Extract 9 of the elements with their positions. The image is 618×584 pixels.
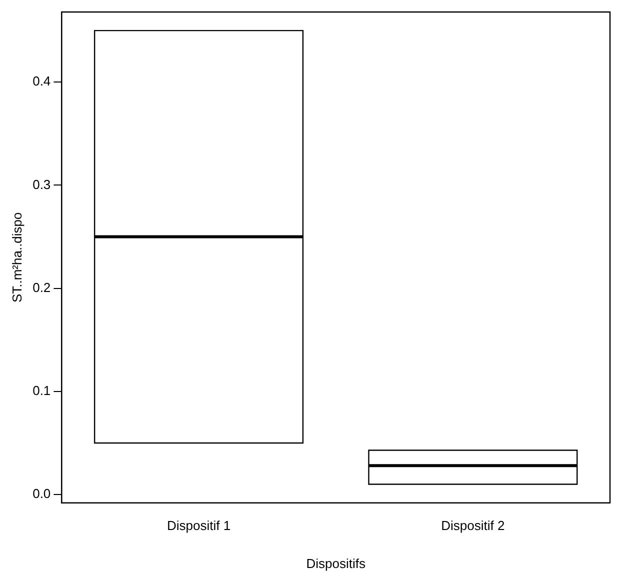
y-tick-label: 0.1 bbox=[32, 383, 51, 398]
y-tick-label: 0.0 bbox=[32, 486, 51, 502]
y-tick-label: 0.4 bbox=[32, 74, 51, 89]
y-tick-label: 0.3 bbox=[32, 176, 51, 192]
x-tick-label: Dispositif 2 bbox=[441, 518, 505, 534]
y-axis-title: ST..m²ha..dispo bbox=[9, 212, 24, 303]
x-axis-title: Dispositifs bbox=[306, 556, 366, 571]
x-tick-label: Dispositif 1 bbox=[166, 518, 231, 534]
y-tick-label: 0.2 bbox=[32, 280, 51, 295]
